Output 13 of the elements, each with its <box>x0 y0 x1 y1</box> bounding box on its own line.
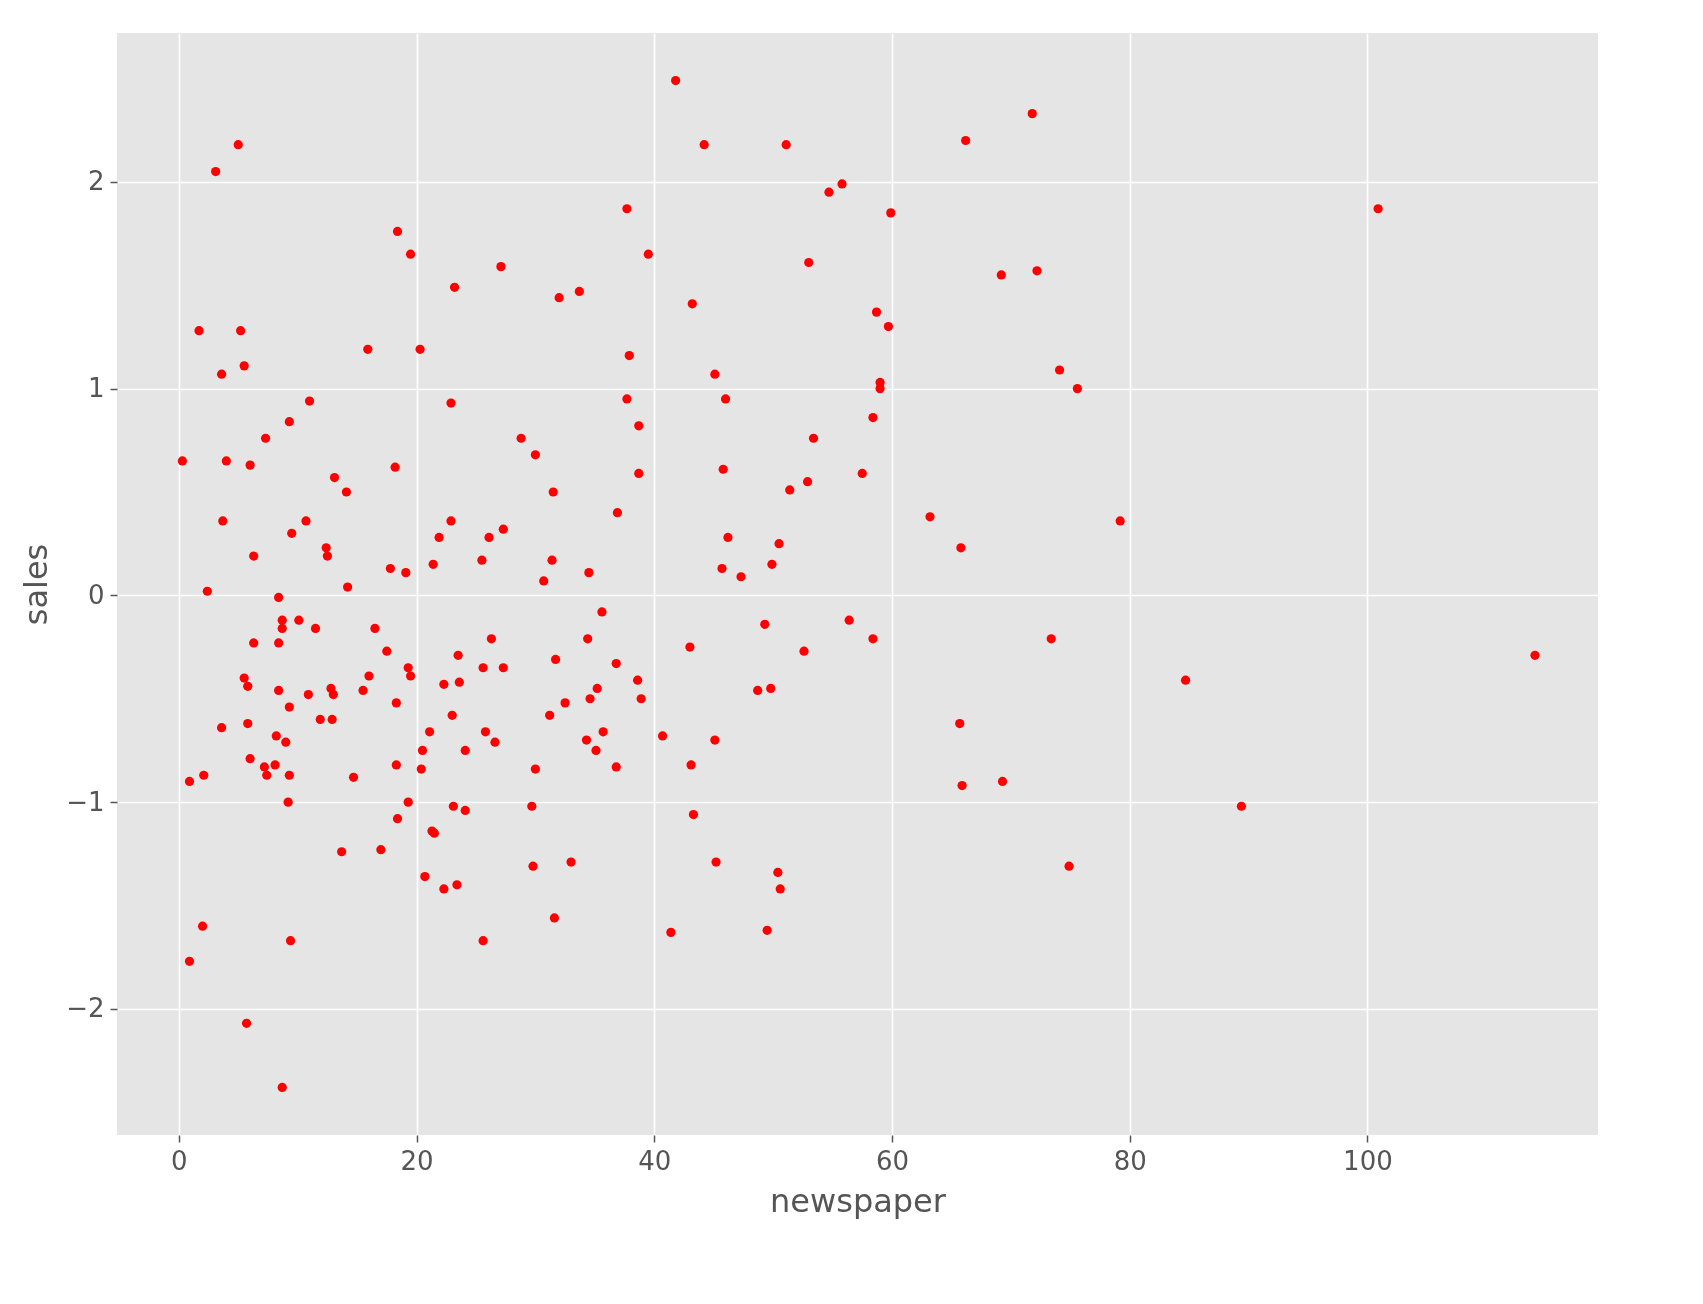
y-tick-label: 2 <box>87 166 105 197</box>
x-axis-title: newspaper <box>770 1181 947 1220</box>
x-tick-label: 80 <box>1113 1145 1147 1176</box>
x-tick-label: 40 <box>638 1145 672 1176</box>
x-tick-label: 60 <box>875 1145 910 1176</box>
y-tick-label: −2 <box>66 993 105 1024</box>
y-tick-label: 1 <box>87 373 105 404</box>
x-tick-label: 0 <box>171 1145 188 1176</box>
y-tick-label: 0 <box>87 579 105 610</box>
y-axis-title: sales <box>17 543 56 626</box>
y-tick-label: −1 <box>66 786 105 817</box>
x-tick-label: 20 <box>400 1145 434 1176</box>
x-tick-label: 100 <box>1343 1145 1393 1176</box>
